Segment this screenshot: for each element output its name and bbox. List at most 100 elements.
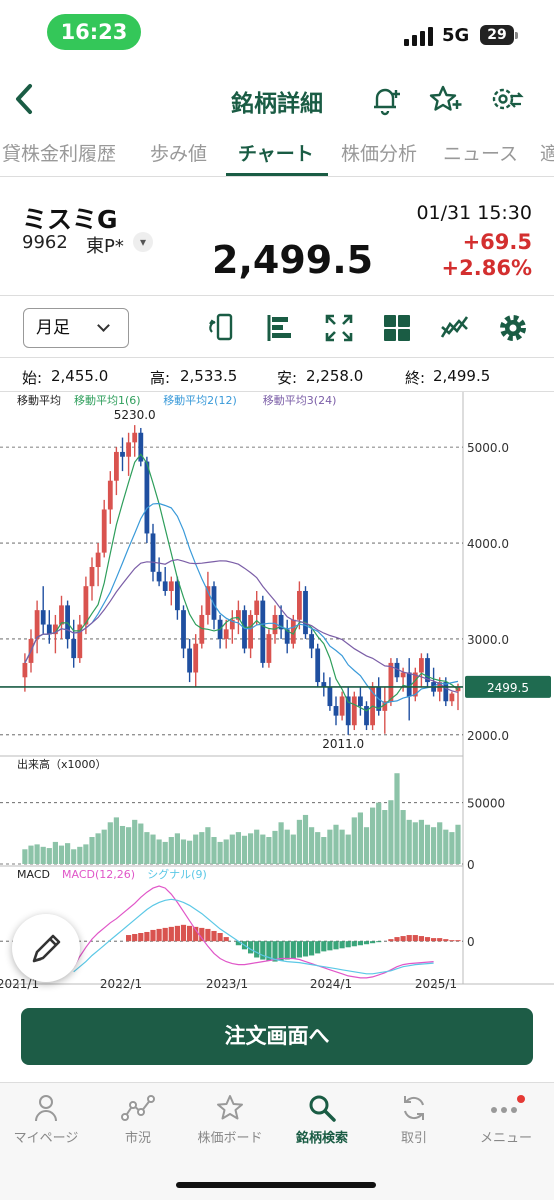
tab-more[interactable]: 適 (540, 139, 554, 166)
volume-bar (363, 827, 370, 864)
candle-body (248, 614, 253, 649)
x-tick-label: 2025/1 (415, 977, 457, 991)
indicator-lines-icon[interactable] (439, 312, 471, 344)
bar-align-icon[interactable] (264, 312, 296, 344)
macd-histogram-bar (333, 941, 339, 950)
bell-plus-icon[interactable] (368, 82, 404, 118)
candle-body (40, 610, 46, 625)
macd-histogram-bar (400, 936, 406, 942)
macd-histogram-bar (449, 940, 455, 942)
candle-body (181, 610, 186, 649)
chevron-down-icon[interactable]: ▾ (133, 232, 153, 252)
volume-bar (412, 822, 418, 864)
candle-body (358, 696, 363, 707)
high-value: 2,533.5 (180, 367, 238, 385)
ma-legend-label: 移動平均3(24) (263, 393, 337, 407)
macd-histogram-bar (260, 941, 266, 960)
candle-body (272, 614, 278, 635)
volume-bar (113, 817, 119, 864)
nav-item-market[interactable]: 市況 (92, 1093, 184, 1146)
period-select[interactable]: 月足 (23, 308, 129, 348)
x-tick-label: 2023/1 (206, 977, 248, 991)
grid-layout-icon[interactable] (381, 312, 413, 344)
volume-bar (382, 810, 388, 864)
volume-bar (431, 827, 437, 864)
price-change-percent: +2.86% (441, 256, 532, 280)
candle-body (168, 581, 174, 591)
rotate-device-icon[interactable] (206, 312, 238, 344)
tab-news[interactable]: ニュース (443, 143, 519, 165)
volume-bar (357, 812, 363, 864)
volume-bar (321, 837, 327, 864)
macd-histogram-bar (437, 938, 443, 942)
nav-item-menu[interactable]: メニュー (460, 1093, 552, 1146)
moving-average-line (24, 502, 459, 704)
candle-body (34, 610, 40, 639)
nav-label: マイページ (13, 1131, 79, 1146)
volume-bar (211, 837, 217, 864)
edit-fab[interactable] (12, 914, 80, 982)
star-plus-icon[interactable] (428, 82, 464, 118)
candle-body (223, 629, 229, 639)
price-chart[interactable]: 5000.0 4000.0 3000.0 2000.0 移動平均 移動平均1(6) 移動平均… (0, 392, 554, 996)
close-value: 2,499.5 (433, 367, 491, 385)
settings-swap-icon[interactable] (488, 82, 524, 118)
candle-body (443, 682, 449, 702)
volume-bar (266, 837, 272, 864)
nav-item-board[interactable]: 株価ボード (184, 1093, 276, 1146)
volume-panel-title: 出来高（x1000） (17, 757, 107, 771)
x-tick-label: 2024/1 (310, 977, 352, 991)
candle-body (175, 581, 180, 611)
star-icon (217, 1095, 243, 1120)
fullscreen-icon[interactable] (323, 312, 355, 344)
volume-bar (126, 827, 132, 864)
volume-tick-label: 50000 (467, 797, 505, 811)
price-tick-label: 5000.0 (467, 441, 509, 455)
tab-chart[interactable]: チャート (238, 143, 314, 165)
ohlc-row: 始: 2,455.0 高: 2,533.5 安: 2,258.0 終: 2,49… (0, 362, 554, 392)
more-icon (491, 1095, 525, 1113)
candle-body (150, 533, 156, 572)
stock-name: ミスミG (22, 205, 118, 234)
high-label: 高: (150, 369, 171, 387)
macd-histogram-bar (302, 941, 309, 957)
tab-tick-history[interactable]: 歩み値 (150, 143, 208, 165)
order-button[interactable]: 注文画面へ (21, 1008, 533, 1065)
candle-body (321, 682, 327, 687)
candle-body (449, 693, 455, 702)
ma-legend-label: 移動平均1(6) (74, 393, 141, 407)
candle-body (132, 432, 138, 443)
price-panel-title: 移動平均 (17, 393, 61, 407)
volume-bar (150, 834, 156, 864)
macd-histogram-bar (315, 941, 321, 954)
macd-histogram-bar (309, 941, 315, 956)
candle-body (254, 600, 260, 615)
volume-bar (46, 848, 52, 864)
chevron-down-icon (97, 319, 110, 332)
tab-stock-analysis[interactable]: 株価分析 (341, 143, 418, 165)
nav-label: 市況 (124, 1131, 151, 1146)
gear-icon[interactable] (497, 312, 529, 344)
volume-bar (394, 773, 400, 864)
candle-body (89, 567, 95, 587)
current-price: 2,499.5 (212, 238, 374, 282)
volume-bar (449, 832, 455, 864)
nav-item-mypage[interactable]: マイページ (0, 1093, 92, 1146)
volume-bar (272, 830, 278, 864)
stock-market[interactable]: 東P* (86, 236, 124, 257)
period-label: 月足 (36, 318, 70, 338)
tab-lending-rate-history[interactable]: 貸株金利履歴 (2, 143, 117, 165)
volume-bar (156, 839, 162, 864)
volume-bar (345, 834, 351, 864)
bottom-nav: マイページ 市況 株価ボード 銘柄検索 取引 メニュー (0, 1082, 554, 1200)
volume-bar (119, 825, 126, 864)
nav-item-search[interactable]: 銘柄検索 (276, 1093, 368, 1146)
candle-body (412, 672, 418, 697)
back-arrow-icon[interactable] (10, 82, 40, 116)
candle-body (382, 701, 388, 711)
macd-histogram-bar (156, 928, 162, 942)
candle-body (156, 571, 162, 582)
candle-body (303, 590, 308, 635)
volume-bar (327, 829, 333, 864)
nav-item-trade[interactable]: 取引 (368, 1093, 460, 1146)
